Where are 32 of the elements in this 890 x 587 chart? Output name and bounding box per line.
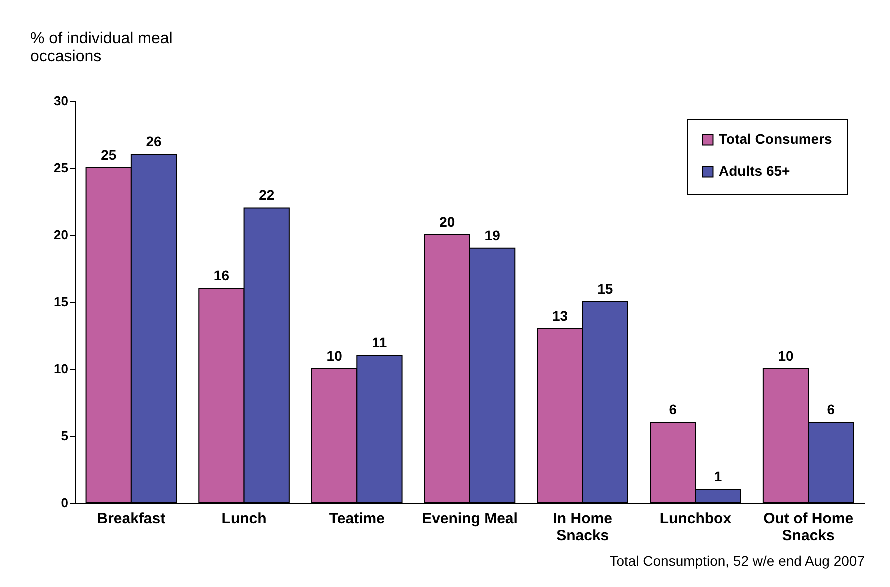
data-label: 26 <box>146 134 162 150</box>
data-label: 15 <box>598 281 614 297</box>
data-label: 6 <box>669 402 678 418</box>
data-label: 16 <box>214 268 230 284</box>
y-tick-label: 0 <box>61 496 68 510</box>
y-tick-label: 10 <box>54 362 68 376</box>
x-tick-label: Lunch <box>222 510 267 528</box>
data-label: 6 <box>827 402 836 418</box>
data-label: 10 <box>326 348 343 364</box>
data-label: 10 <box>778 348 794 364</box>
x-tick-label: In Home Snacks <box>553 510 612 544</box>
y-tick-label: 25 <box>54 160 68 176</box>
x-tick-label: Evening Meal <box>422 510 518 528</box>
data-label: 1 <box>714 468 722 485</box>
data-label: 22 <box>259 187 275 204</box>
data-label: 13 <box>552 308 568 324</box>
legend-label: Adults 65+ <box>719 163 790 179</box>
y-tick-label: 5 <box>61 428 68 444</box>
data-label: 11 <box>372 334 388 351</box>
y-tick-label: 30 <box>54 94 68 108</box>
data-label: 25 <box>101 147 117 163</box>
text: Total Consumption, 52 w/e end Aug 2007 <box>610 553 866 569</box>
x-tick-label: Out of Home Snacks <box>764 510 854 544</box>
legend-label: Total Consumers <box>719 131 833 147</box>
y-tick-label: 15 <box>54 294 68 310</box>
data-label: 20 <box>440 214 456 230</box>
y-axis-title: % of individual meal occasions <box>30 30 173 66</box>
data-label: 19 <box>484 227 501 244</box>
x-tick-label: Lunchbox <box>660 510 732 528</box>
x-tick-label: Teatime <box>329 510 385 528</box>
y-tick-label: 20 <box>54 228 68 242</box>
x-tick-label: Breakfast <box>97 510 166 528</box>
